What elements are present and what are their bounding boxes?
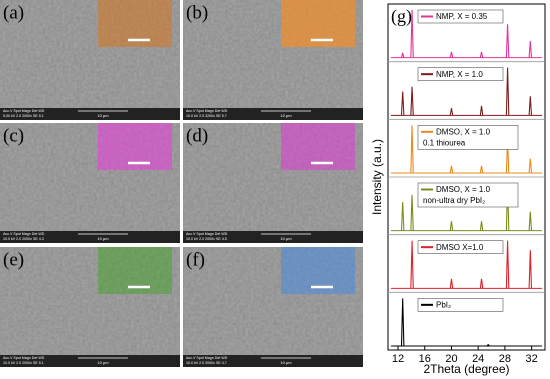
peak <box>528 158 533 174</box>
info-head: Acc.V Spot Magn Det WD <box>3 356 45 360</box>
x-tick-label: 28 <box>499 353 511 365</box>
legend-note: non-ultra dry PbI₂ <box>423 196 485 205</box>
scale-label: 10 μm <box>97 236 109 241</box>
peak <box>528 96 533 116</box>
panel-label: (b) <box>186 2 208 23</box>
legend-label: DMSO, X = 1.0 <box>436 185 491 194</box>
info-values: 5.00 kV 2.0 2000x SE 5.1 <box>3 114 44 118</box>
peak <box>400 202 405 231</box>
peak <box>479 221 484 231</box>
x-tick-label: 32 <box>526 353 538 365</box>
scale-label: 10 μm <box>280 360 292 365</box>
peak <box>479 51 484 58</box>
peak <box>505 67 510 116</box>
peak <box>505 240 510 289</box>
info-head: Acc.V Spot Magn Det WD <box>186 109 228 113</box>
info-head: Acc.V Spot Magn Det WD <box>3 109 45 113</box>
peak <box>449 278 454 289</box>
panel-label: (e) <box>3 249 24 270</box>
peak <box>449 165 454 174</box>
x-tick-label: 16 <box>419 353 431 365</box>
panel-label: (a) <box>3 2 24 23</box>
x-tick-label: 24 <box>472 353 484 365</box>
legend-box <box>417 67 504 81</box>
peak <box>449 51 454 58</box>
legend-box <box>417 9 504 24</box>
scale-label: 10 μm <box>97 113 109 118</box>
legend-label: DMSO, X = 1.0 <box>436 127 491 136</box>
info-values: 10.0 kV 2.0 3200x SE 5.7 <box>186 114 227 118</box>
peak <box>400 52 405 58</box>
info-head: Acc.V Spot Magn Det WD <box>186 232 228 236</box>
peak <box>479 165 484 174</box>
peak <box>400 91 405 116</box>
scale-label: 10 μm <box>97 360 109 365</box>
legend-label: DMSO X=1.0 <box>436 243 484 252</box>
peak <box>528 250 533 289</box>
peak <box>410 9 414 58</box>
legend-label: PbI₂ <box>436 300 451 309</box>
info-values: 10.0 kV 2.0 2000x SE 4.5 <box>186 237 227 241</box>
info-bar <box>0 108 180 120</box>
legend-box <box>417 125 519 150</box>
peak <box>410 125 414 174</box>
info-bar <box>0 355 180 367</box>
x-tick-label: 20 <box>445 353 457 365</box>
panel-label: (g) <box>391 6 412 27</box>
peak <box>505 24 510 58</box>
panel-label: (d) <box>186 125 208 146</box>
info-values: 10.0 kV 2.0 2000x SE 5.1 <box>3 361 44 365</box>
peak <box>449 108 454 116</box>
info-values: 10.0 kV 2.0 2000x SE 4.7 <box>186 361 227 365</box>
y-axis-label: Intensity (a.u.) <box>370 139 384 215</box>
info-bar <box>183 355 363 367</box>
legend-box <box>417 298 504 312</box>
peak <box>528 211 533 231</box>
legend-label: NMP, X = 1.0 <box>436 70 483 79</box>
info-head: Acc.V Spot Magn Det WD <box>3 232 45 236</box>
peak <box>410 194 414 231</box>
legend-note: 0.1 thiourea <box>423 138 466 147</box>
scale-label: 10 μm <box>280 113 292 118</box>
info-values: 10.0 kV 2.0 2000x SE 4.3 <box>3 237 44 241</box>
panel-label: (f) <box>186 249 205 270</box>
peak <box>400 298 405 347</box>
legend-box <box>417 182 519 208</box>
panel-label: (c) <box>3 125 24 146</box>
peak <box>528 40 533 58</box>
scale-label: 10 μm <box>280 236 292 241</box>
x-axis-label: 2Theta (degree) <box>423 362 509 376</box>
x-tick-label: 12 <box>392 353 404 365</box>
info-bar <box>183 231 363 243</box>
peak <box>486 343 490 347</box>
info-bar <box>183 108 363 120</box>
info-bar <box>0 231 180 243</box>
peak <box>410 240 414 289</box>
peak <box>479 278 484 289</box>
peak <box>410 86 414 116</box>
peak <box>479 105 484 116</box>
peak <box>449 221 454 231</box>
legend-label: NMP, X = 0.35 <box>436 12 488 21</box>
legend-box <box>417 240 504 254</box>
info-head: Acc.V Spot Magn Det WD <box>186 356 228 360</box>
